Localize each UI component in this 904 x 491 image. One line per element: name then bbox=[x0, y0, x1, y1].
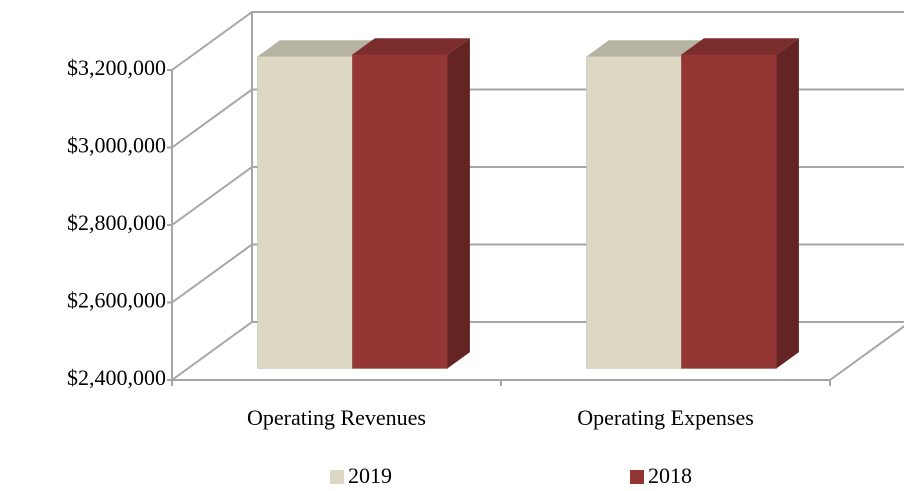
bar-side bbox=[776, 38, 799, 369]
legend-label: 2018 bbox=[648, 463, 692, 488]
y-tick-label: $2,600,000 bbox=[67, 288, 166, 313]
legend-label: 2019 bbox=[348, 463, 392, 488]
bar bbox=[257, 56, 353, 369]
bar-top bbox=[586, 40, 704, 57]
y-tick-label: $3,200,000 bbox=[67, 55, 166, 80]
bar-side bbox=[447, 38, 470, 369]
y-tick-label: $3,000,000 bbox=[67, 133, 166, 158]
bar-top bbox=[352, 38, 470, 55]
x-tick-label: Operating Revenues bbox=[247, 405, 426, 430]
bar bbox=[352, 54, 448, 369]
y-tick-label: $2,400,000 bbox=[67, 365, 166, 390]
bar-top bbox=[681, 38, 799, 55]
x-tick-label: Operating Expenses bbox=[577, 405, 754, 430]
legend-swatch bbox=[330, 470, 344, 484]
bar bbox=[681, 54, 777, 369]
bar-top bbox=[257, 40, 375, 57]
bar bbox=[586, 56, 682, 369]
y-tick-label: $2,800,000 bbox=[67, 210, 166, 235]
legend-swatch bbox=[630, 470, 644, 484]
